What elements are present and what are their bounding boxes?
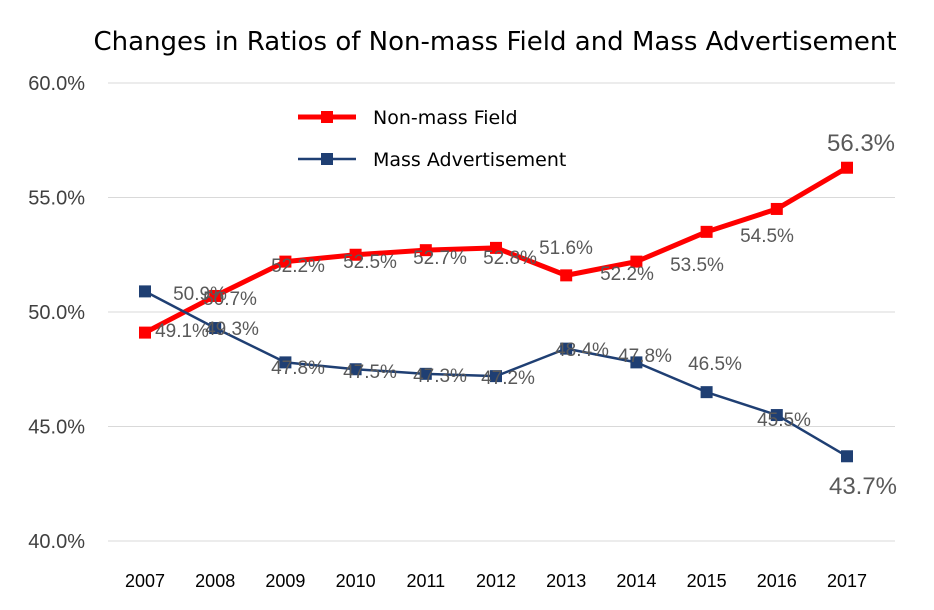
data-point-marker <box>419 244 432 257</box>
data-point-marker <box>209 322 222 335</box>
legend-entry: Mass Advertisement <box>298 149 566 171</box>
series-mass-advertisement <box>139 285 853 463</box>
data-point-marker <box>139 326 151 339</box>
y-tick-label: 60.0% <box>28 73 85 95</box>
x-tick-label: 2015 <box>687 571 727 591</box>
x-tick-label: 2011 <box>406 571 445 591</box>
x-tick-label: 2008 <box>195 571 235 591</box>
data-point-marker <box>700 386 713 399</box>
data-point-marker <box>630 356 643 369</box>
x-tick-label: 2010 <box>336 571 376 591</box>
data-label: 54.5% <box>740 226 794 247</box>
gridlines <box>108 82 895 542</box>
data-point-marker <box>490 241 502 254</box>
legend-marker-swatch <box>321 153 333 165</box>
y-tick-label: 55.0% <box>28 188 85 210</box>
data-point-marker <box>209 289 222 302</box>
data-point-marker <box>349 248 362 261</box>
data-point-marker <box>770 409 783 422</box>
data-point-marker <box>560 269 573 282</box>
data-point-marker <box>841 161 853 174</box>
series-non-mass-field <box>139 161 853 339</box>
x-tick-label: 2013 <box>546 571 586 591</box>
data-point-marker <box>770 202 783 215</box>
data-point-marker <box>700 225 713 238</box>
data-label: 52.5% <box>343 252 397 273</box>
legend-label: Non-mass Field <box>373 107 518 129</box>
data-point-marker <box>279 356 292 369</box>
data-label: 48.4% <box>555 340 609 361</box>
data-label: 46.5% <box>688 354 742 375</box>
data-label: 50.7% <box>203 289 257 310</box>
x-tick-label: 2007 <box>125 571 165 591</box>
data-point-marker <box>630 255 643 268</box>
data-label: 52.7% <box>413 248 467 269</box>
data-label: 51.6% <box>539 238 593 259</box>
data-label: 47.2% <box>481 368 535 389</box>
data-label: 53.5% <box>670 255 724 276</box>
data-point-marker <box>419 367 432 380</box>
data-point-marker <box>279 255 292 268</box>
x-tick-label: 2012 <box>476 571 516 591</box>
data-label: 43.7% <box>829 473 897 500</box>
data-point-marker <box>349 363 362 376</box>
data-label: 52.2% <box>271 256 325 277</box>
data-point-marker <box>841 450 853 463</box>
x-tick-label: 2009 <box>265 571 305 591</box>
y-axis-tick-labels: 40.0% 45.0% 50.0% 55.0% 60.0% <box>28 73 85 553</box>
legend-entry: Non-mass Field <box>298 107 518 129</box>
data-label: 49.1% <box>155 321 209 342</box>
data-label: 50.9% <box>173 284 227 305</box>
data-label: 45.5% <box>757 410 811 431</box>
data-point-marker <box>560 342 573 355</box>
legend: Non-mass Field Mass Advertisement <box>298 107 566 171</box>
series-lines <box>139 161 853 463</box>
data-label: 47.3% <box>413 366 467 387</box>
y-tick-label: 45.0% <box>28 417 85 439</box>
legend-label: Mass Advertisement <box>373 149 566 171</box>
data-label: 49.3% <box>205 319 259 340</box>
legend-marker-swatch <box>321 111 333 123</box>
x-tick-label: 2014 <box>616 571 656 591</box>
x-tick-label: 2016 <box>757 571 797 591</box>
data-point-marker <box>490 370 502 383</box>
data-label: 47.8% <box>618 346 672 367</box>
x-tick-label: 2017 <box>827 571 867 591</box>
data-point-marker <box>139 285 151 298</box>
y-tick-label: 40.0% <box>28 531 85 553</box>
data-label: 47.8% <box>271 358 325 379</box>
data-label: 56.3% <box>827 130 895 157</box>
data-labels: 50.9% 49.1%49.3% 50.7% 47.8% 52.2% 47.5% 52.5%… <box>155 130 897 500</box>
chart-title: Changes in Ratios of Non-mass Field and … <box>93 27 896 57</box>
y-tick-label: 50.0% <box>28 302 85 324</box>
data-label: 47.5% <box>343 362 397 383</box>
x-axis-tick-labels: 2007 2008 2009 2010 2011 2012 2013 2014 2015 2016… <box>125 571 867 591</box>
data-label: 52.8% <box>483 248 537 269</box>
data-label: 52.2% <box>600 264 654 285</box>
